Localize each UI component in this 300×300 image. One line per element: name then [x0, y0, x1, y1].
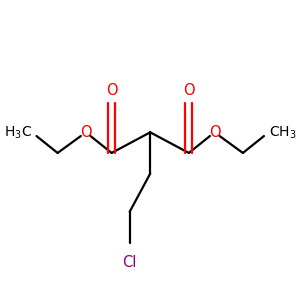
Text: O: O [183, 83, 195, 98]
Text: O: O [106, 83, 117, 98]
Text: O: O [80, 125, 92, 140]
Text: O: O [209, 125, 220, 140]
Text: H$_3$C: H$_3$C [4, 124, 32, 140]
Text: CH$_3$: CH$_3$ [268, 124, 296, 140]
Text: Cl: Cl [122, 254, 137, 269]
